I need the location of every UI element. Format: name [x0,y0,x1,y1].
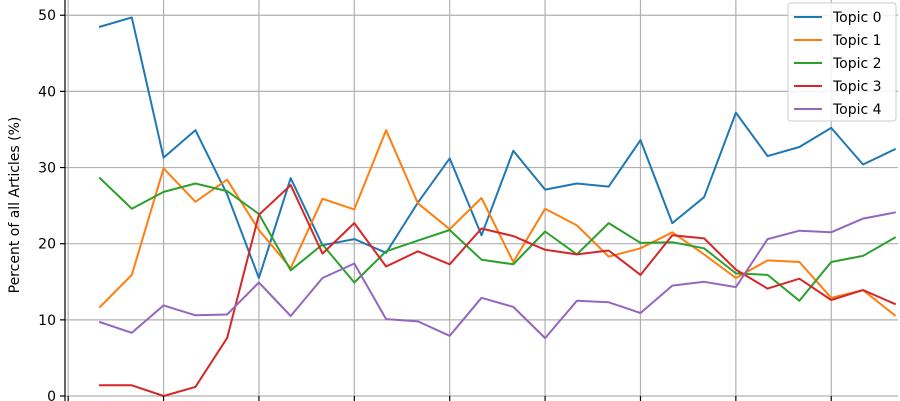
series-line-topic-0 [98,16,897,279]
y-tick-label: 40 [38,84,56,100]
legend: Topic 0 Topic 1 Topic 2 Topic 3 Topic 4 [787,2,897,122]
y-tick-label: 30 [38,161,56,177]
series-line-topic-3 [99,184,897,397]
series-line-topic-1 [98,129,897,317]
y-axis-label: Percent of all Articles (%) [7,117,23,294]
series-lines [98,16,897,397]
legend-label: Topic 2 [832,56,882,72]
legend-label: Topic 0 [832,10,882,26]
y-tick-labels: 0 10 20 30 40 50 [38,8,56,401]
series-line-topic-2 [98,176,897,302]
legend-box [787,2,897,122]
y-tick-label: 50 [38,8,56,24]
series-line-topic-4 [98,211,896,340]
y-tick-label: 10 [38,313,56,329]
legend-label: Topic 3 [832,79,882,95]
y-tick-label: 20 [38,237,56,253]
axes [60,0,832,401]
legend-label: Topic 4 [832,102,882,118]
grid-lines [65,0,898,397]
legend-label: Topic 1 [832,33,882,49]
y-tick-label: 0 [47,389,56,401]
